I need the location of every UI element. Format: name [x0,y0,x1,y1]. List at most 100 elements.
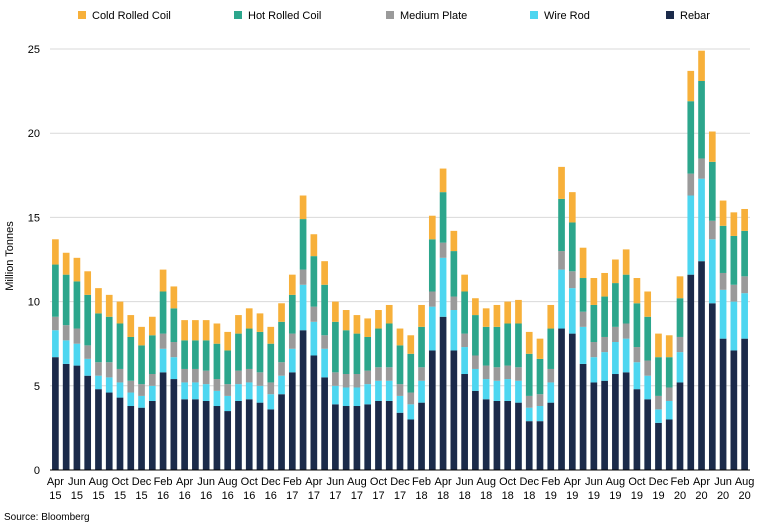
bar-segment [450,296,458,311]
bar-segment [428,239,436,292]
x-tick-label: Dec [261,476,281,488]
bar-segment [385,400,393,470]
bar-segment [116,323,124,369]
bar-segment [612,374,619,470]
x-tick-label: Jun [714,476,732,488]
bar-segment [558,251,565,270]
bar-segment [84,375,92,470]
bar-segment [353,387,361,406]
bar-segment [385,323,393,368]
bar-segment [224,331,232,351]
bar-segment [493,326,501,368]
bar-segment [192,368,199,383]
bar-segment [202,400,210,470]
x-tick-label: 17 [286,490,298,502]
bar-segment [299,284,307,331]
bar-segment [428,306,436,351]
x-axis-ticks: Apr 15 Jun 15 Aug 15 Oct 15 Dec 15 Feb 16 Apr 16 Jun 16… [47,476,755,502]
bar-segment [138,407,145,470]
bar-segment [665,400,673,420]
bar-segment [245,368,253,383]
bars [52,50,748,470]
bar-segment [601,272,608,297]
x-tick-label: Oct [241,476,258,488]
bar-segment [644,316,652,361]
bar-segment [687,70,695,102]
bar-segment [698,50,705,81]
bar-segment [536,394,544,407]
bar-segment [105,392,113,470]
y-tick-label: 25 [28,44,40,56]
bar-segment [633,278,641,304]
bar-segment [579,278,587,312]
bar-segment [504,323,512,366]
bar-segment [52,316,59,331]
bar-segment [159,348,167,373]
bar-segment [299,330,307,470]
bar-segment [235,400,242,470]
bar-segment [558,166,565,199]
bar-segment [245,308,253,329]
bar-segment [127,380,135,393]
bar-segment [450,310,458,351]
bar-segment [439,168,447,193]
bar-segment [299,269,307,285]
bar-segment [547,382,555,403]
legend-label: Medium Plate [400,10,467,22]
bar-segment [708,220,716,240]
bar-segment [105,294,113,317]
bar-segment [235,370,242,385]
x-tick-label: Apr [305,476,322,488]
bar-segment [396,345,404,385]
bar-segment [116,397,124,470]
bar-segment [62,325,70,341]
y-tick-label: 0 [34,465,40,477]
bar-segment [192,320,199,341]
x-tick-label: 15 [114,490,126,502]
bar-segment [558,328,565,470]
legend-label: Hot Rolled Coil [248,10,321,22]
bar-segment [515,323,522,368]
bar-segment [461,374,468,470]
bar-segment [288,274,296,295]
bar-segment [407,419,415,470]
bar-segment [655,422,662,470]
x-tick-label: 17 [329,490,341,502]
bar-segment [332,404,339,470]
bar-segment [525,421,533,470]
bar-segment [278,321,285,363]
bar-segment [396,412,404,470]
bar-segment [568,333,576,470]
x-tick-label: 18 [502,490,514,502]
bar-segment [482,399,490,470]
bar-segment [708,131,716,162]
bar-segment [407,335,415,354]
bar-segment [450,251,458,297]
bar-segment [95,375,102,390]
bar-segment [579,326,587,364]
bar-segment [633,347,641,363]
bar-segment [116,382,124,398]
x-tick-label: Feb [671,476,690,488]
bar-segment [105,377,113,393]
bar-segment [482,326,490,366]
bar-segment [310,306,318,322]
x-tick-label: 19 [652,490,664,502]
bar-segment [644,291,652,317]
bar-segment [95,313,102,363]
bar-segment [418,326,425,368]
x-tick-label: Apr [176,476,193,488]
bar-segment [73,257,81,282]
bar-segment [687,173,695,196]
bar-segment [612,342,619,375]
bar-segment [461,291,468,334]
bar-segment [622,249,630,275]
bar-segment [515,402,522,470]
bar-segment [213,343,221,380]
x-tick-label: 20 [738,490,750,502]
bar-segment [579,311,587,327]
bar-segment [396,395,404,413]
bar-segment [407,404,415,420]
source-note: Source: Bloomberg [4,512,90,523]
legend: Cold Rolled Coil Hot Rolled Coil Medium Pl… [78,10,710,22]
